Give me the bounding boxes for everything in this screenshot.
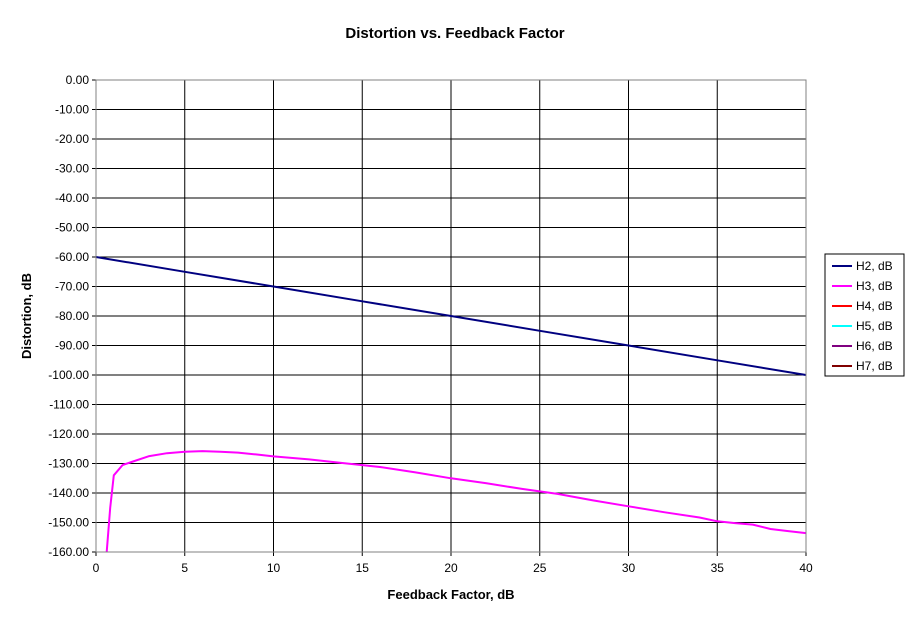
y-tick-label: -40.00 [55,191,89,205]
legend-label: H4, dB [856,299,893,313]
x-tick-label: 15 [356,561,370,575]
x-axis-title: Feedback Factor, dB [387,587,514,602]
series-layer [95,256,807,553]
legend-label: H7, dB [856,359,893,373]
legend-label: H2, dB [856,259,893,273]
chart-title: Distortion vs. Feedback Factor [345,25,564,42]
legend: H2, dB H3, dB H4, dB H5, dB H6, dB H7, dB [824,253,905,377]
plot-border [95,79,807,553]
y-tick-label: -60.00 [55,250,89,264]
y-axis-title: Distortion, dB [19,273,34,359]
x-tick-label: 10 [267,561,281,575]
y-axis-ticks: 0.00 -10.00 -20.00 -30.00 -40.00 -50.00 -60.00… [48,73,96,559]
x-tick-label: 35 [711,561,725,575]
x-tick-label: 5 [181,561,188,575]
y-tick-label: -110.00 [49,398,89,412]
y-tick-label: -100.00 [48,368,89,382]
y-tick-label: -90.00 [55,339,89,353]
x-axis-ticks: 0 5 10 15 20 25 30 35 40 [93,552,813,575]
y-tick-label: -80.00 [55,309,89,323]
y-tick-label: -160.00 [48,545,89,559]
y-tick-label: -70.00 [55,280,89,294]
x-tick-label: 30 [622,561,636,575]
legend-label: H3, dB [856,279,893,293]
series-line-1 [95,256,807,376]
y-tick-label: -140.00 [48,486,89,500]
legend-box [824,253,905,377]
y-tick-label: -150.00 [48,516,89,530]
series-line-2 [105,450,807,553]
x-tick-label: 25 [533,561,547,575]
y-tick-label: -130.00 [48,457,89,471]
x-tick-label: 20 [444,561,458,575]
y-tick-label: -120.00 [48,427,89,441]
y-tick-label: 0.00 [66,73,90,87]
y-tick-label: -30.00 [55,162,89,176]
y-tick-label: -50.00 [55,221,89,235]
y-tick-label: -20.00 [55,132,89,146]
legend-label: H6, dB [856,339,893,353]
x-tick-label: 40 [799,561,813,575]
x-tick-label: 0 [93,561,100,575]
y-tick-label: -10.00 [55,103,89,117]
legend-label: H5, dB [856,319,893,333]
